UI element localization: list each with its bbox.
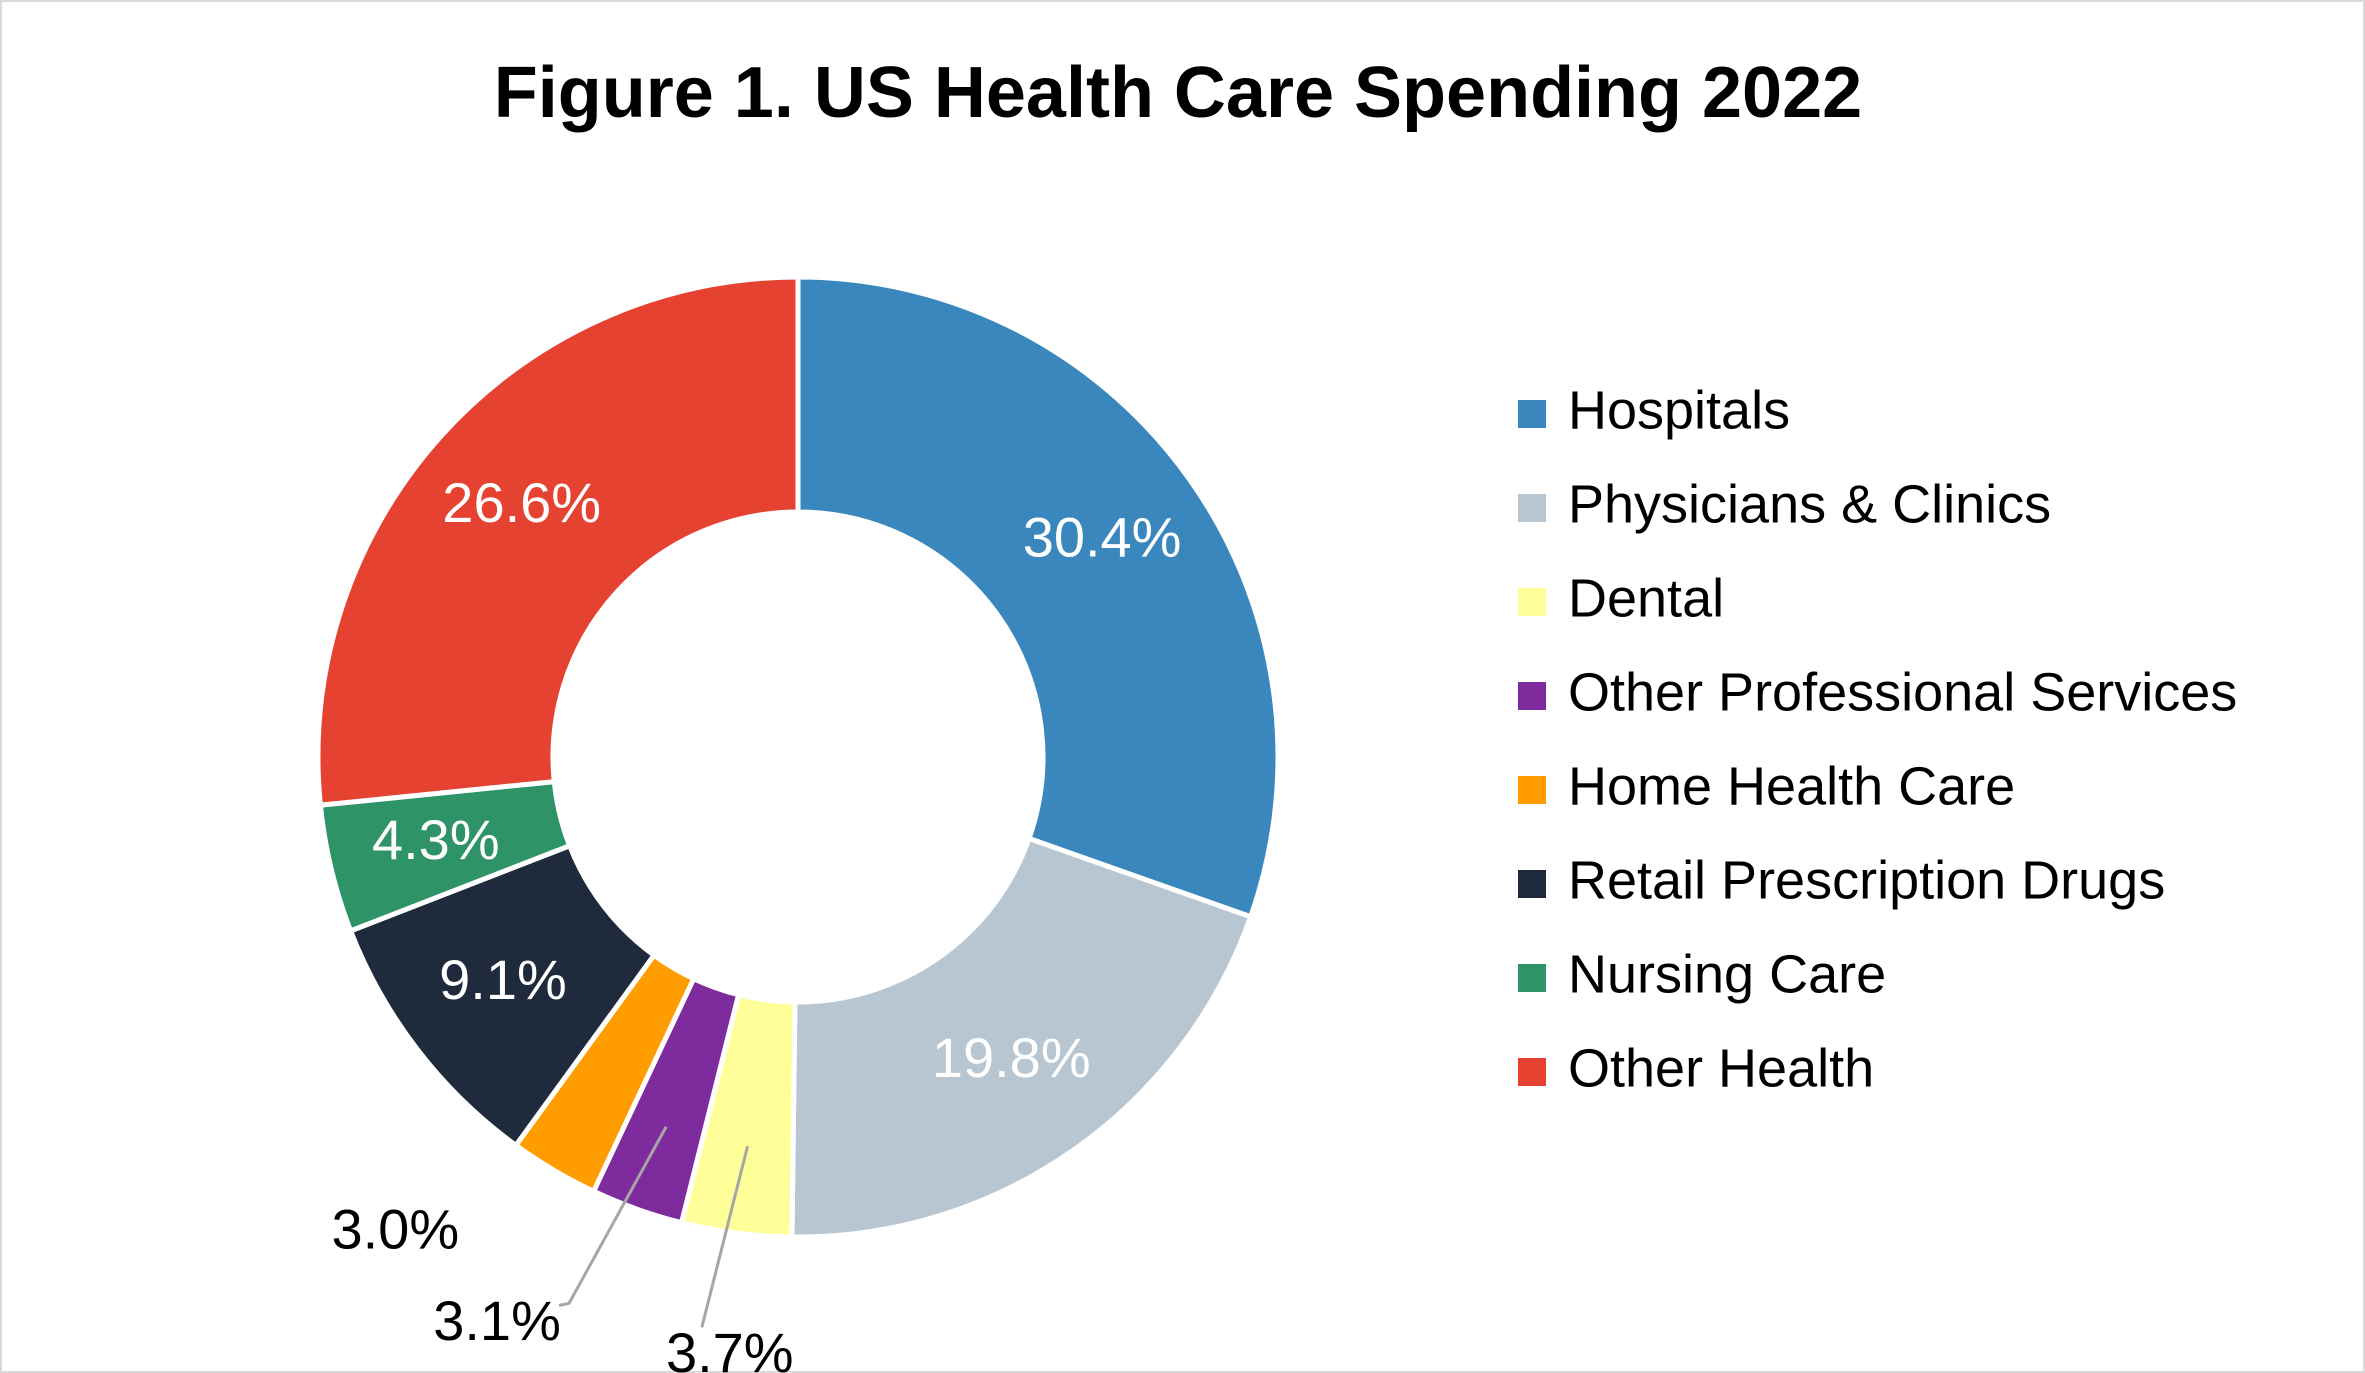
data-label-nursing-care: 4.3% bbox=[372, 808, 500, 871]
legend-swatch-physicians-and-clinics bbox=[1518, 494, 1546, 522]
legend: Hospitals Physicians & Clinics Dental Other… bbox=[1518, 380, 2237, 1098]
legend-swatch-other-health bbox=[1518, 1058, 1546, 1086]
slice-other-health bbox=[315, 274, 801, 808]
slice-physicians-and-clinics bbox=[789, 836, 1254, 1240]
legend-label-other-health: Other Health bbox=[1568, 1038, 1874, 1098]
leader-line-other-professional-services bbox=[558, 1125, 668, 1307]
legend-label-dental: Dental bbox=[1568, 568, 1724, 628]
data-labels: 30.4% 19.8% 3.7% 3.1% 3.0% 9.1% 4.3% 26.6% bbox=[331, 471, 1181, 1373]
legend-swatch-nursing-care bbox=[1518, 964, 1546, 992]
data-label-retail-prescription-drugs: 9.1% bbox=[439, 948, 567, 1011]
legend-swatch-retail-prescription-drugs bbox=[1518, 870, 1546, 898]
legend-label-hospitals: Hospitals bbox=[1568, 380, 1790, 440]
data-label-physicians-and-clinics: 19.8% bbox=[932, 1026, 1091, 1089]
legend-swatch-hospitals bbox=[1518, 400, 1546, 428]
legend-swatch-home-health-care bbox=[1518, 776, 1546, 804]
legend-label-physicians-and-clinics: Physicians & Clinics bbox=[1568, 474, 2051, 534]
slice-hospitals bbox=[795, 274, 1281, 920]
leader-lines bbox=[558, 1125, 750, 1328]
legend-label-retail-prescription-drugs: Retail Prescription Drugs bbox=[1568, 850, 2165, 910]
data-label-other-professional-services: 3.1% bbox=[433, 1289, 561, 1352]
data-label-home-health-care: 3.0% bbox=[331, 1198, 459, 1261]
legend-swatch-other-professional-services bbox=[1518, 682, 1546, 710]
legend-label-nursing-care: Nursing Care bbox=[1568, 944, 1886, 1004]
legend-label-other-professional-services: Other Professional Services bbox=[1568, 662, 2237, 722]
data-label-hospitals: 30.4% bbox=[1023, 506, 1182, 569]
data-label-dental: 3.7% bbox=[666, 1321, 794, 1373]
legend-label-home-health-care: Home Health Care bbox=[1568, 756, 2015, 816]
chart-title: Figure 1. US Health Care Spending 2022 bbox=[494, 53, 1862, 133]
slice-retail-prescription-drugs bbox=[348, 843, 657, 1148]
data-label-other-health: 26.6% bbox=[442, 471, 601, 534]
leader-line-dental bbox=[700, 1145, 750, 1328]
legend-swatch-dental bbox=[1518, 588, 1546, 616]
donut-slices bbox=[315, 274, 1281, 1240]
